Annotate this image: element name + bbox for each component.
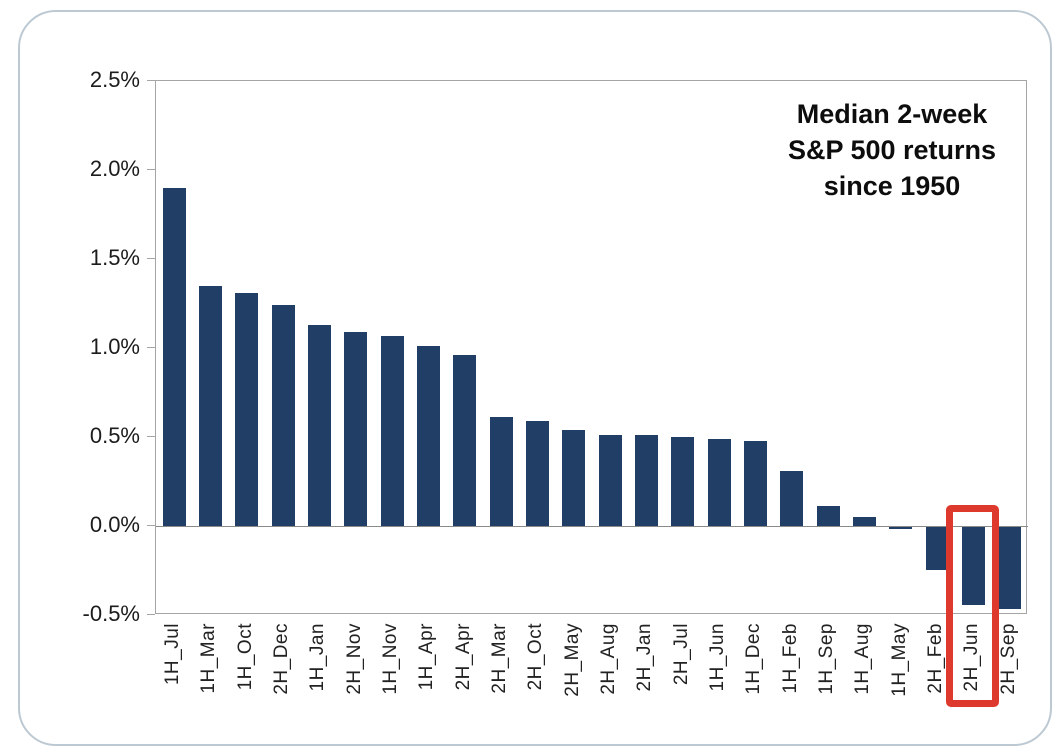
bar-1H_Dec bbox=[744, 440, 767, 526]
bar-1H_Sep bbox=[816, 506, 840, 526]
x-axis-label: 1H_May bbox=[888, 623, 910, 697]
bar-2H_Jan bbox=[635, 435, 658, 526]
y-tick-mark bbox=[147, 347, 155, 348]
y-tick-label: 1.5% bbox=[89, 245, 140, 270]
bar-1H_Nov bbox=[380, 335, 404, 526]
x-axis-label-slot: 2H_Oct bbox=[518, 623, 554, 723]
x-axis-label-slot: 1H_Sep bbox=[809, 623, 845, 723]
x-axis-label: 1H_Aug bbox=[852, 623, 874, 695]
x-axis-label: 1H_Mar bbox=[198, 623, 220, 694]
zero-axis-line bbox=[156, 526, 1028, 527]
x-axis-label-slot: 1H_May bbox=[882, 623, 918, 723]
y-tick-mark bbox=[147, 169, 155, 170]
chart-title-line-3: since 1950 bbox=[823, 171, 961, 201]
x-axis-label: 2H_Nov bbox=[343, 623, 365, 695]
x-axis-label-slot: 1H_Feb bbox=[773, 623, 809, 723]
x-axis-labels: 1H_Jul 1H_Mar 1H_Oct 2H_Dec 1H_Jan 2H_Nov 1H_N… bbox=[155, 623, 1027, 723]
x-axis-label: 1H_Dec bbox=[743, 623, 765, 695]
x-axis-label: 1H_Feb bbox=[779, 623, 801, 694]
bar-2H_Oct bbox=[526, 421, 549, 526]
x-axis-label: 1H_Jun bbox=[707, 623, 729, 692]
chart-title-line-1: Median 2-week bbox=[796, 99, 988, 129]
y-tick-label: 1.0% bbox=[89, 334, 140, 359]
x-axis-label: 1H_Oct bbox=[234, 623, 256, 691]
x-axis-label-slot: 2H_Nov bbox=[337, 623, 373, 723]
highlight-box bbox=[946, 505, 999, 707]
x-axis-label-slot: 1H_Jul bbox=[155, 623, 191, 723]
y-tick-mark bbox=[147, 436, 155, 437]
bar-1H_May bbox=[889, 527, 913, 529]
bar-1H_Feb bbox=[780, 470, 804, 526]
y-tick-mark bbox=[147, 614, 155, 615]
x-axis-label: 2H_Mar bbox=[489, 623, 511, 694]
bar-2H_Jul bbox=[671, 437, 695, 526]
x-axis-label-slot: 2H_Dec bbox=[264, 623, 300, 723]
x-axis-label: 2H_Jan bbox=[634, 623, 656, 692]
chart-title: Median 2-week S&P 500 returns since 1950 bbox=[762, 96, 1022, 204]
bar-2H_Sep bbox=[998, 527, 1022, 609]
bar-2H_Mar bbox=[489, 417, 513, 526]
x-axis-label-slot: 1H_Dec bbox=[736, 623, 772, 723]
x-axis-label: 2H_Oct bbox=[525, 623, 547, 691]
y-tick-label: 0.0% bbox=[89, 512, 140, 537]
x-axis-label-slot: 1H_Jan bbox=[300, 623, 336, 723]
x-axis-label: 1H_Sep bbox=[816, 623, 838, 695]
y-tick-mark bbox=[147, 258, 155, 259]
bar-2H_Feb bbox=[925, 527, 949, 570]
x-axis-label: 1H_Nov bbox=[380, 623, 402, 695]
bar-2H_May bbox=[562, 429, 586, 526]
x-axis-label: 2H_Feb bbox=[925, 623, 947, 694]
x-axis-label-slot: 2H_Apr bbox=[446, 623, 482, 723]
x-axis-label-slot: 1H_Mar bbox=[191, 623, 227, 723]
bar-chart: 2.5% 2.0% 1.5% 1.0% 0.5% 0.0% -0.5% 1H_Jul 1H_M… bbox=[20, 12, 1050, 744]
x-axis-label: 2H_Aug bbox=[598, 623, 620, 695]
y-tick-mark bbox=[147, 80, 155, 81]
x-axis-label-slot: 2H_Jul bbox=[664, 623, 700, 723]
bar-1H_Jul bbox=[162, 187, 186, 526]
x-axis-label-slot: 1H_Oct bbox=[228, 623, 264, 723]
x-axis-label: 1H_Jan bbox=[307, 623, 329, 692]
chart-card: 2.5% 2.0% 1.5% 1.0% 0.5% 0.0% -0.5% 1H_Jul 1H_M… bbox=[18, 10, 1052, 746]
x-axis-label-slot: 1H_Apr bbox=[409, 623, 445, 723]
x-axis-label-slot: 2H_Aug bbox=[591, 623, 627, 723]
x-axis-label: 2H_Sep bbox=[997, 623, 1019, 695]
bar-2H_Apr bbox=[453, 355, 477, 526]
bar-1H_Oct bbox=[235, 292, 259, 526]
x-axis-label-slot: 1H_Jun bbox=[700, 623, 736, 723]
x-axis-label-slot: 1H_Nov bbox=[373, 623, 409, 723]
x-axis-label-slot: 2H_Mar bbox=[482, 623, 518, 723]
chart-title-line-2: S&P 500 returns bbox=[787, 135, 997, 165]
x-axis-label: 2H_May bbox=[561, 623, 583, 697]
plot-area bbox=[155, 80, 1028, 614]
bar-1H_Jun bbox=[707, 438, 731, 526]
x-axis-label-slot: 2H_May bbox=[555, 623, 591, 723]
bar-2H_Nov bbox=[344, 332, 368, 526]
x-axis-label: 1H_Apr bbox=[416, 623, 438, 691]
bar-1H_Mar bbox=[199, 285, 222, 526]
x-axis-label: 1H_Jul bbox=[162, 623, 184, 686]
x-axis-label-slot: 2H_Jan bbox=[627, 623, 663, 723]
bar-1H_Apr bbox=[417, 346, 440, 526]
x-axis-label: 2H_Jul bbox=[670, 623, 692, 686]
bar-1H_Aug bbox=[853, 517, 876, 526]
x-axis-label-slot: 1H_Aug bbox=[845, 623, 881, 723]
y-tick-label: 2.5% bbox=[89, 67, 140, 92]
x-axis-label: 2H_Dec bbox=[271, 623, 293, 695]
x-axis-label: 2H_Apr bbox=[452, 623, 474, 691]
bar-2H_Jun bbox=[962, 527, 985, 606]
y-tick-label: 2.0% bbox=[89, 156, 140, 181]
y-tick-label: -0.5% bbox=[82, 601, 140, 626]
y-tick-mark bbox=[147, 525, 155, 526]
bar-2H_Dec bbox=[271, 305, 295, 526]
bar-1H_Jan bbox=[308, 324, 331, 526]
y-tick-label: 0.5% bbox=[89, 423, 140, 448]
bar-2H_Aug bbox=[598, 435, 622, 526]
